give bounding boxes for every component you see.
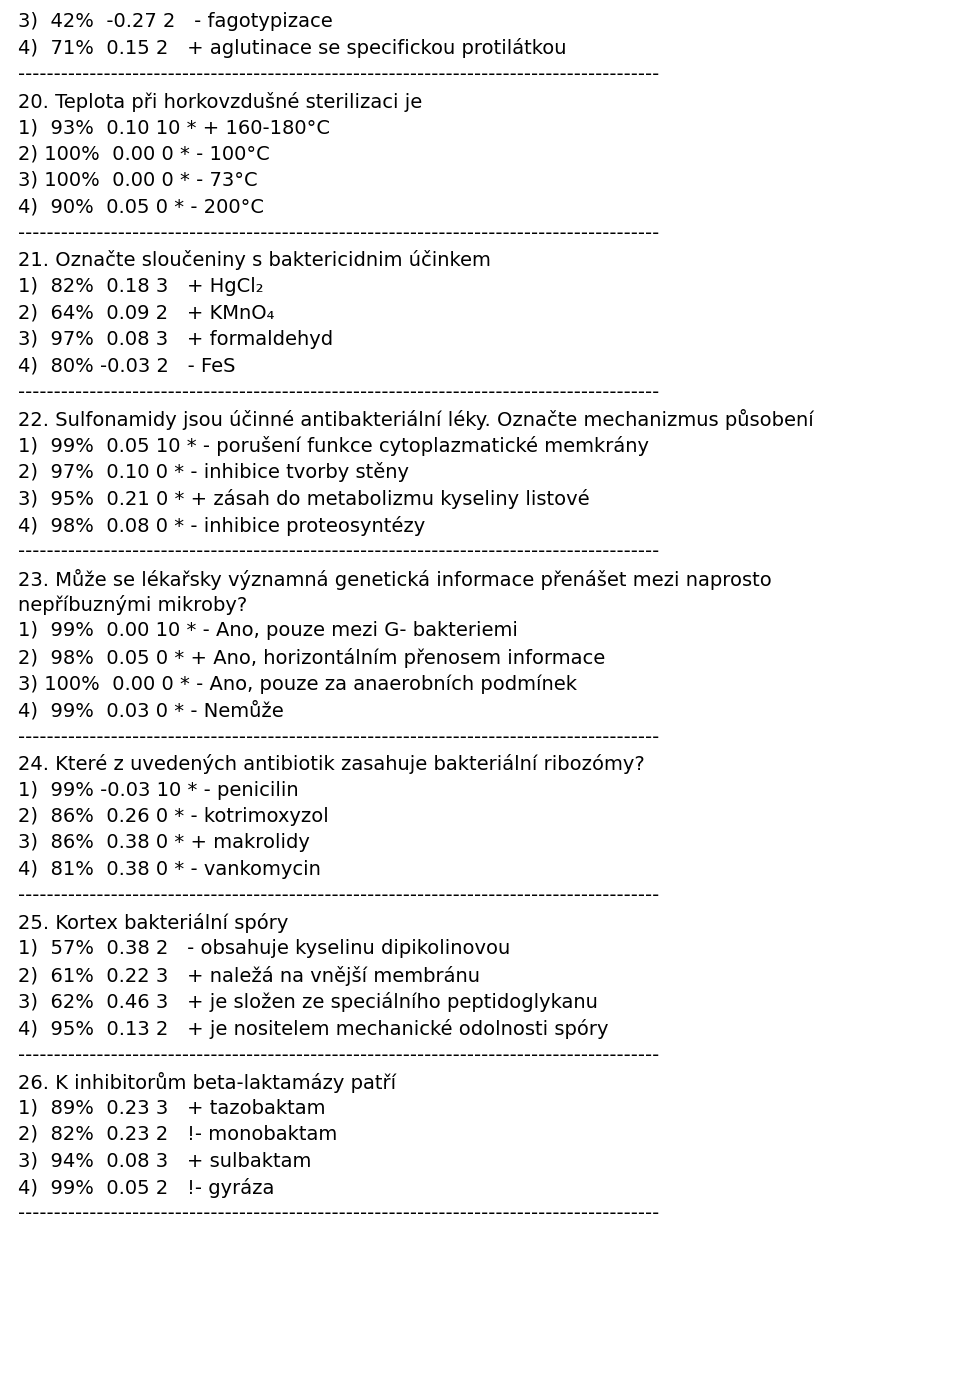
Text: 1)  99%  0.00 10 * - Ano, pouze mezi G- bakteriemi: 1) 99% 0.00 10 * - Ano, pouze mezi G- ba… bbox=[18, 622, 517, 640]
Text: 1)  57%  0.38 2   - obsahuje kyselinu dipikolinovou: 1) 57% 0.38 2 - obsahuje kyselinu dipiko… bbox=[18, 939, 511, 958]
Text: 22. Sulfonamidy jsou účinné antibakteriální léky. Označte mechanizmus působení: 22. Sulfonamidy jsou účinné antibakteriá… bbox=[18, 410, 814, 431]
Text: 3)  97%  0.08 3   + formaldehyd: 3) 97% 0.08 3 + formaldehyd bbox=[18, 330, 333, 349]
Text: 23. Může se lékařsky významná genetická informace přenášet mezi naprosto: 23. Může se lékařsky významná genetická … bbox=[18, 568, 772, 590]
Text: --------------------------------------------------------------------------------: ----------------------------------------… bbox=[18, 886, 660, 906]
Text: 1)  99%  0.05 10 * - porušení funkce cytoplazmatické memkrány: 1) 99% 0.05 10 * - porušení funkce cytop… bbox=[18, 436, 649, 456]
Text: 25. Kortex bakteriální spóry: 25. Kortex bakteriální spóry bbox=[18, 913, 288, 933]
Text: 3)  95%  0.21 0 * + zásah do metabolizmu kyseliny listové: 3) 95% 0.21 0 * + zásah do metabolizmu k… bbox=[18, 489, 589, 510]
Text: --------------------------------------------------------------------------------: ----------------------------------------… bbox=[18, 65, 660, 84]
Text: 4)  95%  0.13 2   + je nositelem mechanické odolnosti spóry: 4) 95% 0.13 2 + je nositelem mechanické … bbox=[18, 1019, 609, 1039]
Text: 3)  42%  -0.27 2   - fagotypizace: 3) 42% -0.27 2 - fagotypizace bbox=[18, 12, 333, 30]
Text: 1)  82%  0.18 3   + HgCl₂: 1) 82% 0.18 3 + HgCl₂ bbox=[18, 277, 264, 296]
Text: 2)  82%  0.23 2   !- monobaktam: 2) 82% 0.23 2 !- monobaktam bbox=[18, 1125, 337, 1144]
Text: 3)  62%  0.46 3   + je složen ze speciálního peptidoglykanu: 3) 62% 0.46 3 + je složen ze speciálního… bbox=[18, 993, 598, 1012]
Text: 21. Označte sloučeniny s baktericidnim účinkem: 21. Označte sloučeniny s baktericidnim ú… bbox=[18, 251, 491, 270]
Text: 20. Teplota při horkovzdušné sterilizaci je: 20. Teplota při horkovzdušné sterilizaci… bbox=[18, 91, 422, 112]
Text: 4)  81%  0.38 0 * - vankomycin: 4) 81% 0.38 0 * - vankomycin bbox=[18, 860, 321, 879]
Text: 3)  86%  0.38 0 * + makrolidy: 3) 86% 0.38 0 * + makrolidy bbox=[18, 834, 310, 853]
Text: --------------------------------------------------------------------------------: ----------------------------------------… bbox=[18, 1046, 660, 1065]
Text: 2)  98%  0.05 0 * + Ano, horizontálním přenosem informace: 2) 98% 0.05 0 * + Ano, horizontálním pře… bbox=[18, 648, 605, 668]
Text: --------------------------------------------------------------------------------: ----------------------------------------… bbox=[18, 727, 660, 747]
Text: 4)  98%  0.08 0 * - inhibice proteosyntézy: 4) 98% 0.08 0 * - inhibice proteosyntézy bbox=[18, 515, 425, 536]
Text: 4)  99%  0.03 0 * - Nemůže: 4) 99% 0.03 0 * - Nemůže bbox=[18, 701, 284, 720]
Text: 1)  93%  0.10 10 * + 160-180°C: 1) 93% 0.10 10 * + 160-180°C bbox=[18, 118, 330, 137]
Text: 2)  61%  0.22 3   + naležá na vnější membránu: 2) 61% 0.22 3 + naležá na vnější membrán… bbox=[18, 965, 480, 986]
Text: 4)  80% -0.03 2   - FeS: 4) 80% -0.03 2 - FeS bbox=[18, 356, 235, 375]
Text: 2)  97%  0.10 0 * - inhibice tvorby stěny: 2) 97% 0.10 0 * - inhibice tvorby stěny bbox=[18, 463, 409, 482]
Text: 24. Které z uvedených antibiotik zasahuje bakteriální ribozómy?: 24. Které z uvedených antibiotik zasahuj… bbox=[18, 753, 645, 774]
Text: 4)  99%  0.05 2   !- gyráza: 4) 99% 0.05 2 !- gyráza bbox=[18, 1179, 275, 1198]
Text: --------------------------------------------------------------------------------: ----------------------------------------… bbox=[18, 1205, 660, 1223]
Text: 26. K inhibitorům beta-laktamázy patří: 26. K inhibitorům beta-laktamázy patří bbox=[18, 1072, 396, 1093]
Text: 3) 100%  0.00 0 * - Ano, pouze za anaerobních podmínek: 3) 100% 0.00 0 * - Ano, pouze za anaerob… bbox=[18, 674, 577, 694]
Text: 4)  71%  0.15 2   + aglutinace se specifickou protilátkou: 4) 71% 0.15 2 + aglutinace se specificko… bbox=[18, 39, 566, 58]
Text: --------------------------------------------------------------------------------: ----------------------------------------… bbox=[18, 224, 660, 242]
Text: 3)  94%  0.08 3   + sulbaktam: 3) 94% 0.08 3 + sulbaktam bbox=[18, 1151, 311, 1170]
Text: --------------------------------------------------------------------------------: ----------------------------------------… bbox=[18, 384, 660, 402]
Text: 2)  64%  0.09 2   + KMnO₄: 2) 64% 0.09 2 + KMnO₄ bbox=[18, 303, 275, 323]
Text: 2) 100%  0.00 0 * - 100°C: 2) 100% 0.00 0 * - 100°C bbox=[18, 144, 270, 163]
Text: 4)  90%  0.05 0 * - 200°C: 4) 90% 0.05 0 * - 200°C bbox=[18, 198, 264, 216]
Text: --------------------------------------------------------------------------------: ----------------------------------------… bbox=[18, 542, 660, 561]
Text: nepříbuznými mikroby?: nepříbuznými mikroby? bbox=[18, 596, 248, 615]
Text: 2)  86%  0.26 0 * - kotrimoxyzol: 2) 86% 0.26 0 * - kotrimoxyzol bbox=[18, 807, 328, 825]
Text: 1)  99% -0.03 10 * - penicilin: 1) 99% -0.03 10 * - penicilin bbox=[18, 781, 299, 799]
Text: 1)  89%  0.23 3   + tazobaktam: 1) 89% 0.23 3 + tazobaktam bbox=[18, 1098, 325, 1118]
Text: 3) 100%  0.00 0 * - 73°C: 3) 100% 0.00 0 * - 73°C bbox=[18, 170, 257, 190]
